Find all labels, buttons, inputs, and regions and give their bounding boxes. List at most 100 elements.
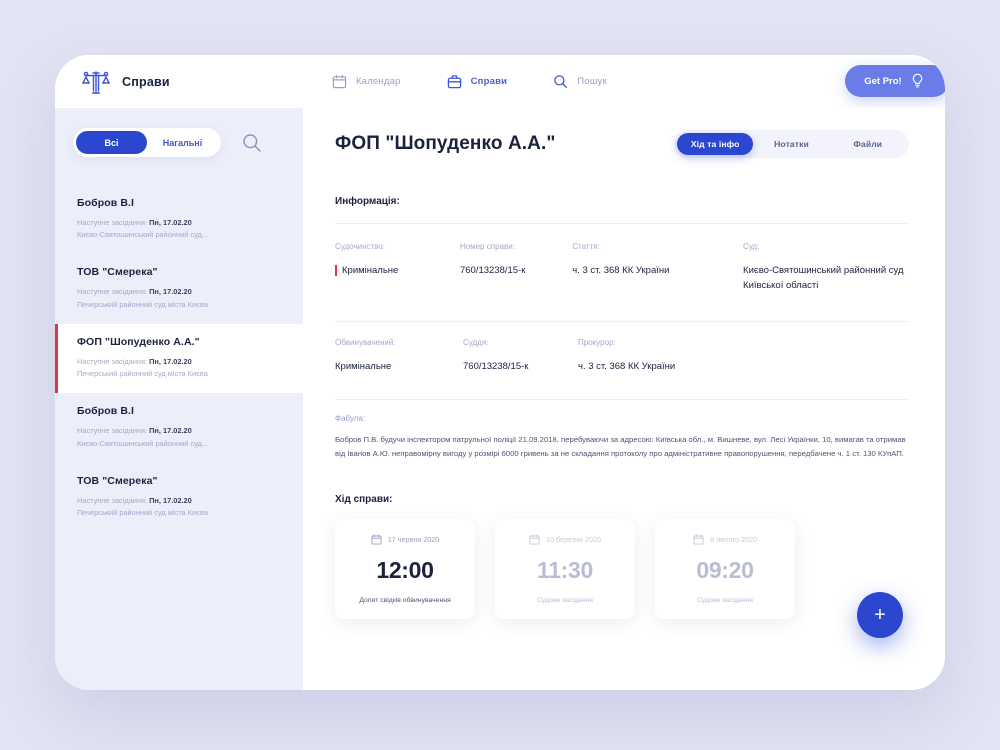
case-title: ТОВ "Смерека": [77, 266, 158, 279]
divider: [335, 223, 909, 224]
hearing-date: 8 лютого 2020: [709, 535, 758, 545]
info-field-court: Суд: Києво-Святошинський районний суд Ки…: [743, 242, 909, 293]
calendar-icon: [693, 534, 704, 545]
case-next-hearing: Наступне засідання: Пн, 17.02.20: [77, 426, 192, 436]
search-icon[interactable]: [233, 132, 263, 154]
body: Всі Нагальні Бобров В.І Наступне засідан…: [55, 108, 945, 690]
info-key: Номер справи:: [459, 242, 515, 251]
main-header: ФОП "Шопуденко А.А." Хід та інфо Нотатки…: [335, 130, 909, 158]
hearing-date-row: 10 березня 2020: [529, 534, 601, 545]
nav-item-calendar[interactable]: Календар: [332, 74, 401, 89]
hearing-cards: 17 червня 2020 12:00 Допит свідків обвин…: [335, 519, 909, 620]
page-title: ФОП "Шопуденко А.А.": [335, 133, 556, 154]
brand-name: Справи: [122, 74, 170, 89]
scales-of-justice-icon: [81, 69, 111, 95]
get-pro-label: Get Pro!: [864, 75, 902, 87]
case-court: Печерський районний суд міста Києва: [77, 507, 208, 517]
hearing-time: 12:00: [376, 557, 434, 584]
hearing-card[interactable]: 8 лютого 2020 09:20 Судове засідання: [655, 519, 795, 620]
case-next-hearing: Наступне засідання: Пн, 17.02.20: [77, 495, 192, 505]
get-pro-button[interactable]: Get Pro!: [845, 65, 945, 97]
top-navigation-bar: Справи Календар Справи: [55, 55, 945, 108]
case-list-item[interactable]: Бобров В.І Наступне засідання: Пн, 17.02…: [55, 185, 303, 254]
info-value: 760/13238/15-к: [459, 265, 526, 276]
info-field-defendant: Обвинувачений: Кримінальне: [335, 338, 463, 375]
hearing-card[interactable]: 17 червня 2020 12:00 Допит свідків обвин…: [335, 519, 475, 620]
nav-item-search[interactable]: Пошук: [553, 74, 607, 89]
calendar-icon: [371, 534, 382, 545]
info-value: Кримінальне: [335, 361, 392, 373]
info-row-2: Обвинувачений: Кримінальне Суддя: 760/13…: [335, 338, 909, 375]
brand[interactable]: Справи: [81, 69, 296, 95]
fabula-label: Фабула:: [335, 414, 366, 424]
sidebar-filter-row: Всі Нагальні: [55, 128, 303, 157]
main-nav: Календар Справи Пошук: [332, 74, 607, 89]
calendar-icon: [529, 534, 540, 545]
hearing-date-row: 17 червня 2020: [371, 534, 439, 545]
app-window: Справи Календар Справи: [55, 55, 945, 690]
info-key: Обвинувачений:: [335, 338, 396, 348]
main-content: ФОП "Шопуденко А.А." Хід та інфо Нотатки…: [303, 108, 945, 690]
info-field-case-number: Номер справи: 760/13238/15-к: [460, 242, 572, 293]
case-title: ТОВ "Смерека": [77, 474, 158, 487]
divider: [335, 399, 909, 401]
info-value: ч. 3 ст. 368 КК України: [572, 265, 670, 276]
case-list-item[interactable]: Бобров В.І Наступне засідання: Пн, 17.02…: [55, 393, 303, 462]
lightbulb-icon: [911, 73, 924, 89]
hearing-description: Судове засідання: [537, 597, 593, 605]
case-title: Бобров В.І: [77, 405, 135, 418]
info-key: Суддя:: [463, 338, 489, 348]
info-key: Прокурор:: [578, 338, 616, 348]
info-key: Стаття:: [572, 242, 600, 251]
filter-pill-urgent[interactable]: Нагальні: [162, 137, 203, 148]
hearing-date: 17 червня 2020: [387, 535, 440, 545]
case-next-hearing: Наступне засідання: Пн, 17.02.20: [77, 287, 192, 297]
fabula-text: Бобров П.В. будучи інспектором патрульно…: [335, 435, 906, 458]
tab-progress-info[interactable]: Хід та інфо: [677, 133, 754, 155]
case-court: Києво-Святошинський районний суд...: [77, 230, 208, 240]
calendar-icon: [332, 74, 347, 89]
briefcase-icon: [447, 74, 462, 89]
case-court: Печерський районний суд міста Києва: [77, 369, 208, 379]
tab-notes[interactable]: Нотатки: [774, 139, 809, 149]
info-value: Кримінальне: [335, 264, 460, 279]
hearing-description: Допит свідків обвинувачення: [359, 597, 451, 605]
information-section-label: Информація:: [335, 196, 400, 207]
nav-label: Пошук: [577, 76, 607, 87]
nav-item-cases[interactable]: Справи: [447, 74, 508, 89]
info-value: 760/13238/15-к: [463, 361, 529, 373]
case-title: ФОП "Шопуденко А.А.": [77, 335, 200, 348]
filter-pill-all[interactable]: Всі: [76, 131, 147, 154]
hearing-date-row: 8 лютого 2020: [693, 534, 757, 545]
hearing-time: 11:30: [536, 557, 594, 584]
info-value: ч. 3 ст. 368 КК України: [578, 361, 676, 373]
hearing-date: 10 березня 2020: [545, 535, 601, 545]
hearing-description: Судове засідання: [697, 597, 753, 605]
case-title: Бобров В.І: [77, 197, 135, 209]
nav-label: Календар: [356, 76, 401, 87]
add-button[interactable]: +: [857, 592, 903, 638]
info-field-judge: Суддя: 760/13238/15-к: [463, 338, 578, 375]
info-field-article: Стаття: ч. 3 ст. 368 КК України: [572, 242, 743, 293]
hearing-card[interactable]: 10 березня 2020 11:30 Судове засідання: [495, 519, 635, 620]
case-court: Печерський районний суд міста Києва: [77, 299, 208, 309]
case-next-hearing: Наступне засідання: Пн, 17.02.20: [77, 356, 192, 366]
nav-label: Справи: [470, 76, 508, 87]
tab-group: Хід та інфо Нотатки Файли: [674, 130, 909, 158]
info-key: Суд:: [743, 242, 760, 251]
info-value: Києво-Святошинський районний суд Київськ…: [743, 265, 904, 291]
hearing-time: 09:20: [696, 557, 754, 584]
case-list-item-selected[interactable]: ФОП "Шопуденко А.А." Наступне засідання:…: [55, 323, 303, 394]
case-court: Києво-Святошинський районний суд...: [77, 438, 208, 448]
sidebar: Всі Нагальні Бобров В.І Наступне засідан…: [55, 108, 303, 690]
filter-pill-group: Всі Нагальні: [73, 128, 221, 157]
case-list: Бобров В.І Наступне засідання: Пн, 17.02…: [55, 185, 303, 532]
progress-section-label: Хід справи:: [335, 494, 393, 506]
case-list-item[interactable]: ТОВ "Смерека" Наступне засідання: Пн, 17…: [55, 254, 303, 323]
case-list-item[interactable]: ТОВ "Смерека" Наступне засідання: Пн, 17…: [55, 463, 303, 532]
search-icon: [553, 74, 568, 89]
divider: [335, 321, 909, 323]
info-field-proceeding: Судочинство: Кримінальне: [335, 242, 460, 293]
tab-files[interactable]: Файли: [853, 139, 883, 149]
